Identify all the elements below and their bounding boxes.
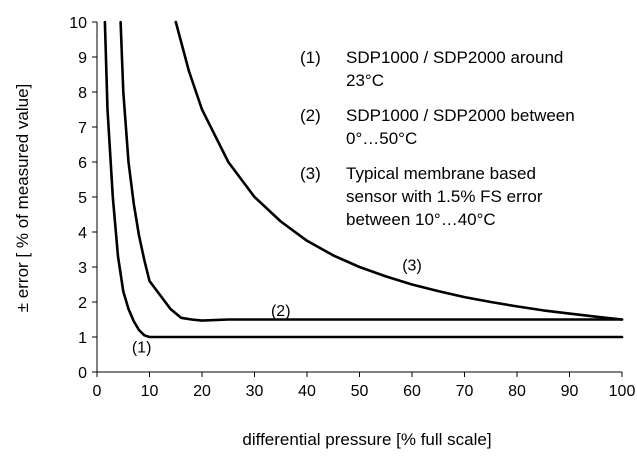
- legend-key-2: (2): [300, 106, 321, 125]
- y-tick-label: 3: [78, 260, 87, 277]
- series-group: [103, 20, 624, 339]
- legend: (1) SDP1000 / SDP2000 around 23°C (2) SDP100…: [300, 48, 575, 229]
- y-tick-label: 1: [78, 330, 87, 347]
- series-line-1: [103, 20, 624, 339]
- series-line-2: [119, 20, 624, 322]
- legend-entry-2-line-1: SDP1000 / SDP2000 between: [346, 106, 575, 125]
- legend-entry-3-line-3: between 10°…40°C: [346, 210, 496, 229]
- legend-key-1: (1): [300, 48, 321, 67]
- curve-label-3: (3): [402, 257, 422, 274]
- curve-label-2: (2): [271, 303, 291, 320]
- y-tick-label: 7: [78, 120, 87, 137]
- series-line-3: [174, 20, 624, 321]
- x-tick-label: 100: [609, 383, 636, 400]
- legend-entry-3-line-1: Typical membrane based: [346, 164, 536, 183]
- x-tick-label: 30: [246, 383, 264, 400]
- x-tick-label: 20: [193, 383, 211, 400]
- curve-labels: (1) (2) (3): [132, 257, 422, 356]
- y-tick-label: 8: [78, 85, 87, 102]
- legend-key-3: (3): [300, 164, 321, 183]
- y-axis-title: ± error [ % of measured value]: [13, 84, 32, 313]
- x-axis-ticks: 0 10 20 30 40 50 60 70 80 90 100: [93, 372, 636, 400]
- x-tick-label: 80: [508, 383, 526, 400]
- legend-entry-3-line-2: sensor with 1.5% FS error: [346, 187, 543, 206]
- y-tick-label: 5: [78, 190, 87, 207]
- legend-entry-1-line-1: SDP1000 / SDP2000 around: [346, 48, 563, 67]
- y-tick-label: 0: [78, 365, 87, 382]
- y-tick-label: 10: [69, 15, 87, 32]
- x-tick-label: 50: [351, 383, 369, 400]
- x-tick-label: 60: [403, 383, 421, 400]
- x-tick-label: 70: [456, 383, 474, 400]
- y-tick-label: 6: [78, 155, 87, 172]
- legend-entry-2-line-2: 0°…50°C: [346, 129, 417, 148]
- x-tick-label: 10: [141, 383, 159, 400]
- x-tick-label: 40: [298, 383, 316, 400]
- y-tick-label: 4: [78, 225, 87, 242]
- x-tick-label: 90: [561, 383, 579, 400]
- legend-entry-1-line-2: 23°C: [346, 71, 384, 90]
- y-axis-ticks: 0 1 2 3 4 5 6 7 8 9 10: [69, 15, 97, 382]
- x-axis-title: differential pressure [% full scale]: [242, 430, 491, 449]
- curve-label-1: (1): [132, 340, 152, 357]
- x-tick-label: 0: [93, 383, 102, 400]
- y-tick-label: 2: [78, 295, 87, 312]
- y-tick-label: 9: [78, 50, 87, 67]
